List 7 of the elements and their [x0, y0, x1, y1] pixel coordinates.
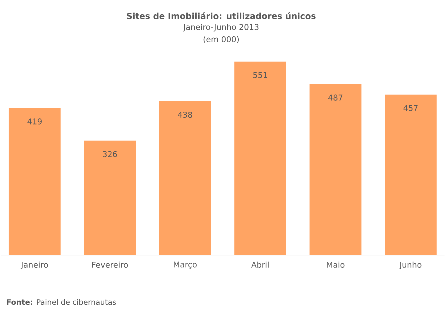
- bar: [8, 108, 61, 256]
- bar: [310, 84, 362, 256]
- bar: [159, 101, 212, 256]
- bar: [234, 62, 286, 256]
- bar: [84, 140, 136, 256]
- chart-title: Sites de Imobiliário: utilizadores únicos: [127, 12, 316, 20]
- bar: [385, 94, 437, 256]
